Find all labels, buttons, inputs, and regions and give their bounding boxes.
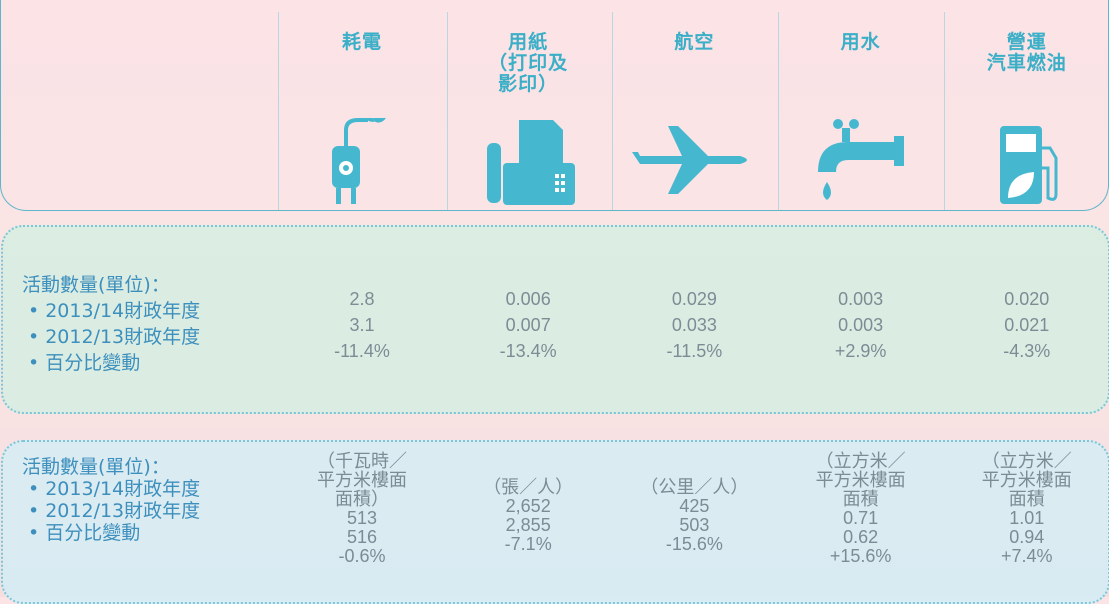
plane-icon bbox=[632, 126, 747, 194]
value-line: -7.1% bbox=[504, 534, 552, 554]
value-line: -13.4% bbox=[499, 341, 557, 361]
label-heading: 活動數量(單位)： bbox=[22, 456, 170, 478]
value-line: 503 bbox=[679, 515, 710, 535]
value-line: （立方米／ bbox=[815, 451, 906, 471]
plug-icon bbox=[332, 118, 386, 204]
value-line: 2,855 bbox=[505, 515, 551, 535]
value-line: （千瓦時／ bbox=[317, 451, 407, 471]
column-title: 用水 bbox=[778, 32, 944, 53]
column-title: 耗電 bbox=[279, 32, 445, 53]
label-heading: 活動數量(單位)： bbox=[22, 274, 170, 296]
value-column: （千瓦時／ 平方米樓面 面積） 513 516 -0.6% bbox=[279, 452, 445, 566]
row-labels: 活動數量(單位)：2013/14財政年度2012/13財政年度百分比變動 bbox=[22, 272, 200, 376]
value-line: 面積 bbox=[842, 489, 879, 509]
separator bbox=[778, 12, 779, 210]
value-column: （立方米／ 平方米樓面 面積 0.71 0.62 +15.6% bbox=[778, 452, 944, 566]
tap-icon bbox=[818, 119, 904, 200]
value-line: -11.4% bbox=[334, 341, 390, 361]
title-line: 汽車燃油 bbox=[986, 52, 1067, 74]
value-line: 425 bbox=[679, 496, 710, 516]
title-line: 營運 bbox=[1006, 31, 1047, 53]
value-line: 0.020 bbox=[1004, 289, 1050, 309]
value-line: +7.4% bbox=[1001, 546, 1053, 566]
value-line: （張／人） bbox=[483, 477, 574, 497]
value-line: 面積 bbox=[1008, 489, 1045, 509]
separator bbox=[278, 12, 279, 210]
value-line: 0.94 bbox=[1009, 527, 1045, 547]
value-line: 0.71 bbox=[843, 508, 879, 528]
value-line: 平方米樓面 bbox=[317, 470, 407, 490]
value-line: 516 bbox=[346, 527, 378, 547]
label-item: 2012/13財政年度 bbox=[22, 324, 200, 350]
value-line: 平方米樓面 bbox=[815, 470, 906, 490]
value-line: 0.003 bbox=[838, 315, 884, 335]
separator bbox=[944, 12, 945, 210]
column-title: 航空 bbox=[611, 32, 777, 53]
label-item: 百分比變動 bbox=[22, 350, 200, 376]
value-line: 面積） bbox=[335, 489, 389, 509]
value-line: 0.033 bbox=[671, 315, 717, 335]
value-column: 0.003 0.003 +2.9% bbox=[778, 286, 944, 364]
title-line: 影印） bbox=[498, 73, 559, 95]
label-item: 2013/14財政年度 bbox=[22, 478, 200, 500]
value-line: 2.8 bbox=[349, 289, 375, 309]
column-title: 營運 汽車燃油 bbox=[944, 32, 1109, 74]
value-column: 0.006 0.007 -13.4% bbox=[445, 286, 611, 364]
value-line: 2,652 bbox=[505, 496, 551, 516]
title-line: 耗電 bbox=[341, 31, 382, 53]
value-line: 0.021 bbox=[1004, 315, 1050, 335]
row-labels: 活動數量(單位)：2013/14財政年度2012/13財政年度百分比變動 bbox=[22, 456, 200, 544]
value-column: 0.029 0.033 -11.5% bbox=[611, 286, 777, 364]
value-column: 2.8 3.1 -11.4% bbox=[279, 286, 445, 364]
separator bbox=[612, 12, 613, 210]
value-line: -15.6% bbox=[665, 534, 723, 554]
fax-icon bbox=[487, 120, 575, 205]
value-line: +15.6% bbox=[829, 546, 892, 566]
value-line: -0.6% bbox=[338, 546, 386, 566]
value-line: 0.003 bbox=[838, 289, 884, 309]
value-column: 0.020 0.021 -4.3% bbox=[944, 286, 1109, 364]
value-line: 0.007 bbox=[505, 315, 551, 335]
title-line: 用紙 bbox=[508, 31, 549, 53]
label-item: 百分比變動 bbox=[22, 522, 200, 544]
column-title: 用紙 （打印及 影印） bbox=[445, 32, 611, 95]
value-line: 平方米樓面 bbox=[981, 470, 1072, 490]
label-item: 2013/14財政年度 bbox=[22, 298, 200, 324]
value-column: （張／人） 2,652 2,855 -7.1% bbox=[445, 478, 611, 554]
value-line: -11.5% bbox=[666, 341, 723, 361]
value-line: 513 bbox=[346, 508, 378, 528]
value-line: 0.029 bbox=[671, 289, 717, 309]
value-line: （公里／人） bbox=[640, 477, 749, 497]
value-line: 3.1 bbox=[349, 315, 375, 335]
value-column: （公里／人） 425 503 -15.6% bbox=[611, 478, 777, 554]
fuel-icon bbox=[1000, 126, 1058, 204]
separator bbox=[447, 12, 448, 210]
title-line: 航空 bbox=[674, 31, 715, 53]
label-item: 2012/13財政年度 bbox=[22, 500, 200, 522]
value-line: 0.62 bbox=[843, 527, 879, 547]
title-line: 用水 bbox=[840, 31, 881, 53]
value-line: 1.01 bbox=[1009, 508, 1045, 528]
value-line: （立方米／ bbox=[981, 451, 1072, 471]
value-line: 0.006 bbox=[505, 289, 551, 309]
value-column: （立方米／ 平方米樓面 面積 1.01 0.94 +7.4% bbox=[944, 452, 1109, 566]
value-line: -4.3% bbox=[1003, 341, 1051, 361]
title-line: （打印及 bbox=[488, 52, 569, 74]
value-line: +2.9% bbox=[834, 341, 887, 361]
